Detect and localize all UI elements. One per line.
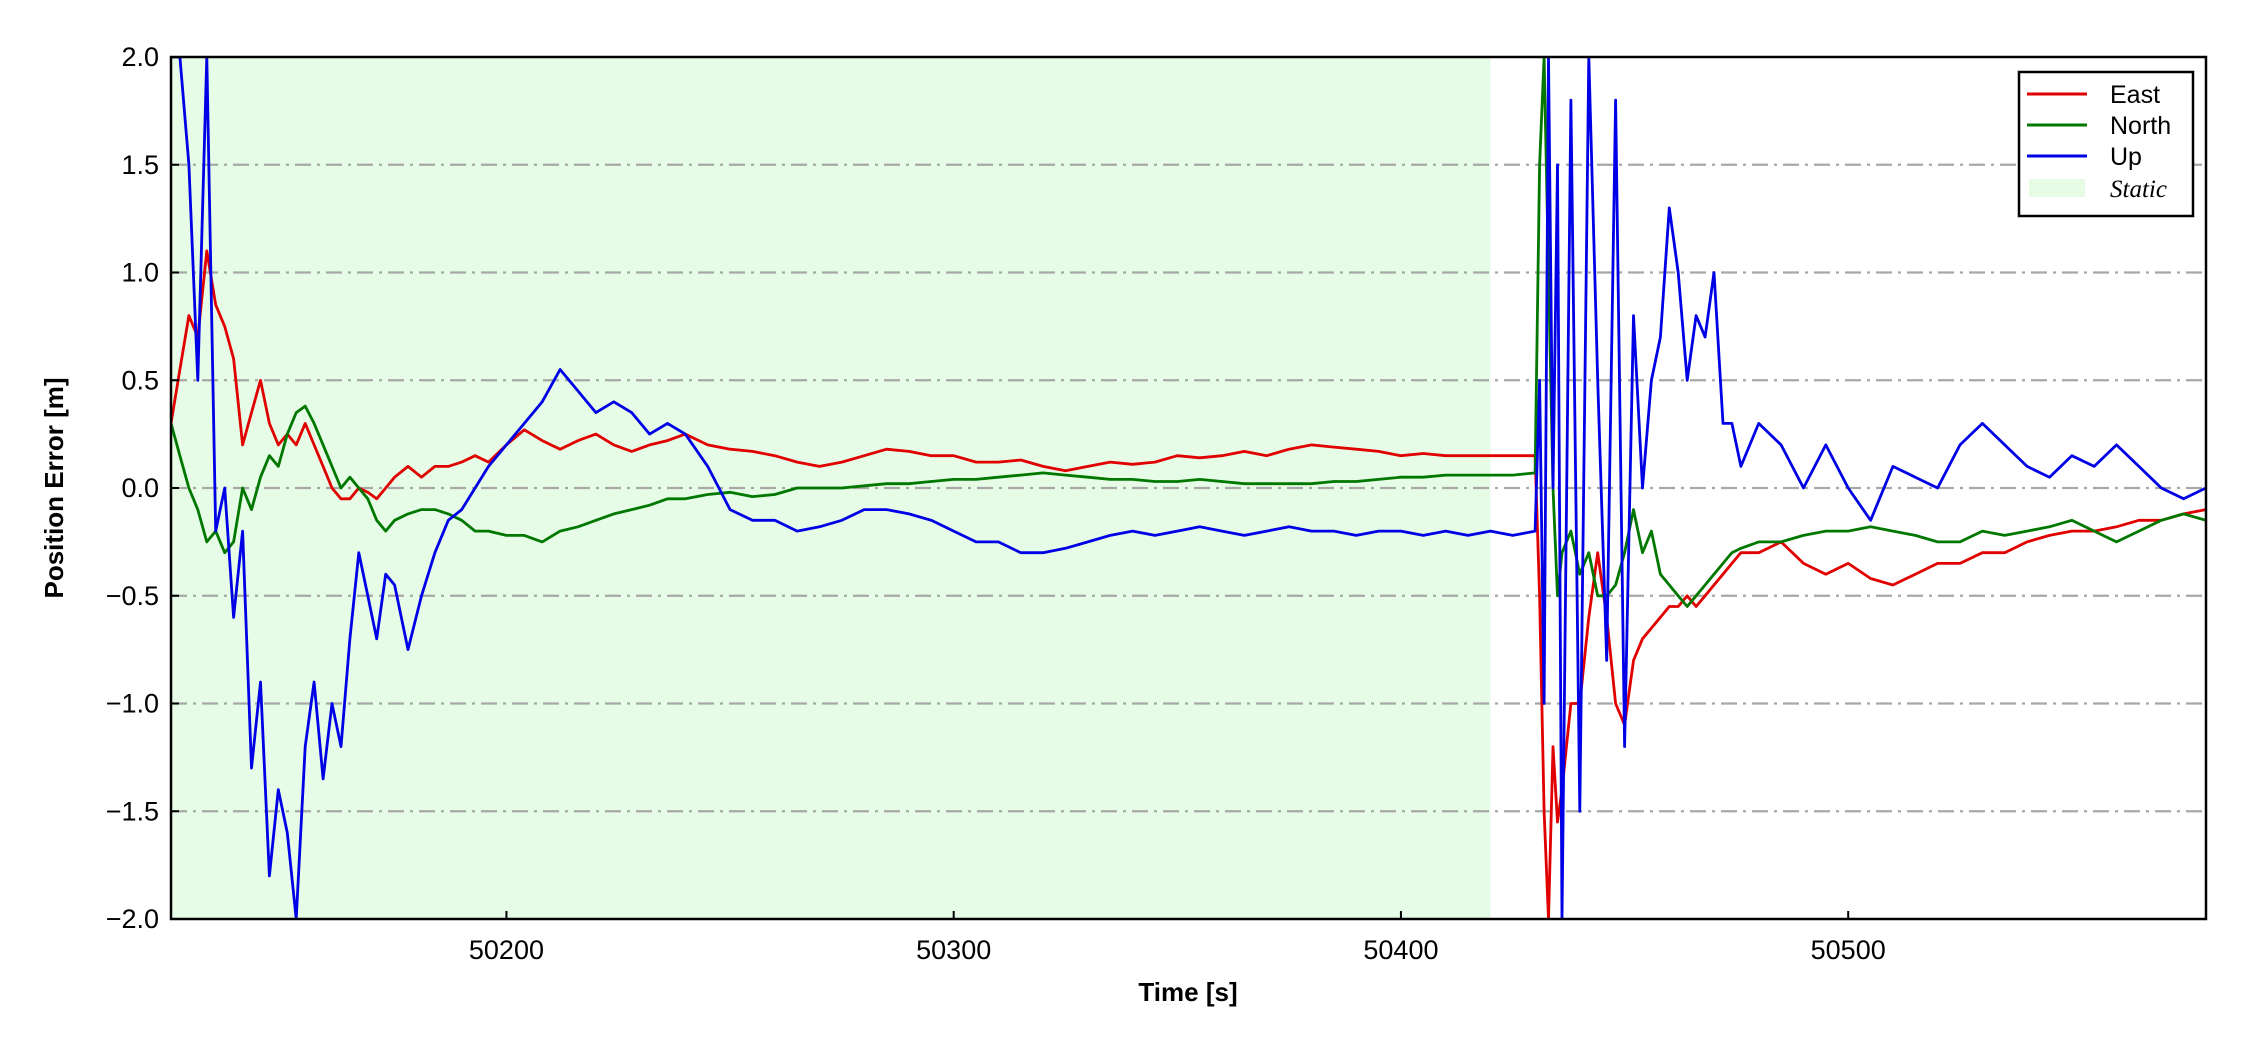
legend-label-static: Static (2110, 176, 2167, 203)
series-layer (171, 57, 2206, 919)
x-tick-label: 50300 (916, 935, 991, 965)
x-axis-ticks: 50200 50300 50400 50500 (469, 911, 1886, 965)
y-axis-ticks: 2.0 1.5 1.0 0.5 0.0 −0.5 −1.0 −1.5 −2.0 (106, 42, 179, 934)
legend-label-north: North (2110, 112, 2171, 140)
y-tick-label: 0.0 (121, 473, 159, 503)
x-tick-label: 50500 (1811, 935, 1886, 965)
y-tick-label: 2.0 (121, 42, 159, 72)
y-tick-label: −2.0 (106, 904, 159, 934)
y-tick-label: −1.5 (106, 796, 159, 826)
y-tick-label: −1.0 (106, 689, 159, 719)
legend-label-east: East (2110, 81, 2160, 109)
series-line-north (171, 57, 2206, 608)
y-tick-label: 1.5 (121, 150, 159, 180)
legend-swatch-static (2029, 179, 2085, 197)
y-tick-label: 1.0 (121, 258, 159, 288)
x-tick-label: 50200 (469, 935, 544, 965)
y-axis-title: Position Error [m] (39, 377, 69, 598)
y-tick-label: −0.5 (106, 581, 159, 611)
x-tick-label: 50400 (1363, 935, 1438, 965)
y-tick-label: 0.5 (121, 365, 159, 395)
legend-label-up: Up (2110, 143, 2142, 171)
series-line-up (171, 57, 2206, 919)
legend: East North Up Static (2017, 70, 2195, 218)
x-axis-title: Time [s] (1138, 977, 1237, 1007)
